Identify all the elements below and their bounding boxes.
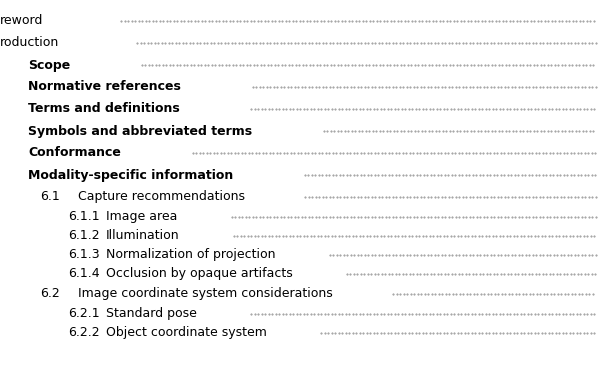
Text: Image area: Image area [106,210,178,223]
Text: 6.2: 6.2 [40,287,60,300]
Text: Normative references: Normative references [28,80,181,94]
Text: Conformance: Conformance [28,147,121,159]
Text: 6.1.3: 6.1.3 [68,248,100,261]
Text: 6.2.1: 6.2.1 [68,307,100,320]
Text: 6.1.2: 6.1.2 [68,229,100,242]
Text: Modality-specific information: Modality-specific information [28,168,233,182]
Text: Occlusion by opaque artifacts: Occlusion by opaque artifacts [106,267,293,280]
Text: reword: reword [0,14,43,28]
Text: Capture recommendations: Capture recommendations [78,190,245,203]
Text: Normalization of projection: Normalization of projection [106,248,275,261]
Text: Illumination: Illumination [106,229,179,242]
Text: 6.1: 6.1 [40,190,60,203]
Text: roduction: roduction [0,36,59,50]
Text: Object coordinate system: Object coordinate system [106,326,267,339]
Text: Standard pose: Standard pose [106,307,197,320]
Text: Terms and definitions: Terms and definitions [28,102,180,116]
Text: 6.1.1: 6.1.1 [68,210,100,223]
Text: Scope: Scope [28,59,70,71]
Text: Symbols and abbreviated terms: Symbols and abbreviated terms [28,125,252,137]
Text: 6.2.2: 6.2.2 [68,326,100,339]
Text: 6.1.4: 6.1.4 [68,267,100,280]
Text: Image coordinate system considerations: Image coordinate system considerations [78,287,333,300]
